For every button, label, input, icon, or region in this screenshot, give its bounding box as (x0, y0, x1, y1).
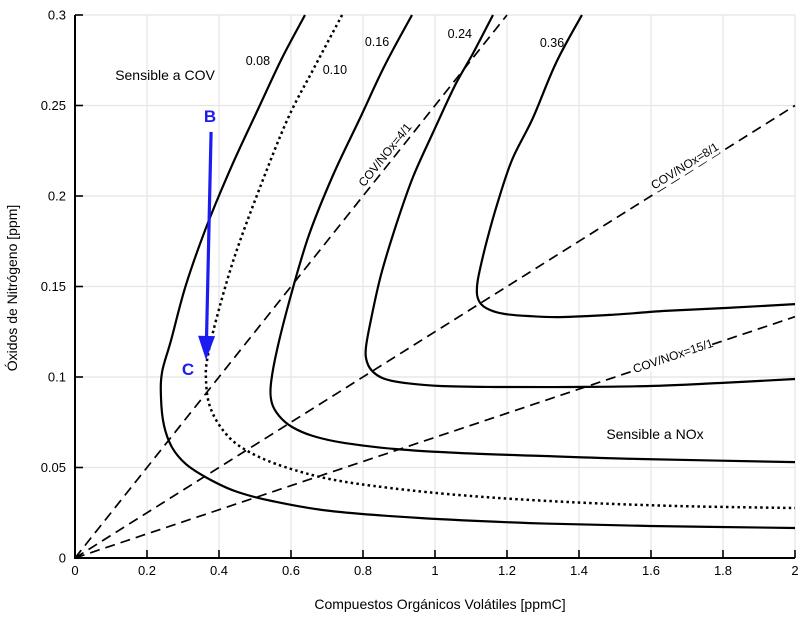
isopleth-label-0.08: 0.08 (246, 54, 270, 68)
ratio-line-label: COV/NOx=8/1 (648, 139, 721, 192)
ratio-line-label-group: COV/NOx=4/1 (356, 120, 415, 189)
x-tick-label: 1.6 (642, 563, 660, 578)
isopleth-curves (159, 14, 796, 530)
x-tick-label: 0.6 (282, 563, 300, 578)
y-tick-label: 0.3 (48, 8, 66, 23)
y-axis-label: Óxidos de Nitrógeno [ppm] (4, 205, 20, 372)
x-tick-label: 1.4 (570, 563, 588, 578)
ratio-line-41 (74, 14, 508, 559)
isopleth-label-0.24: 0.24 (448, 27, 472, 41)
y-tick-label: 0.1 (48, 370, 66, 385)
x-tick-label: 1.8 (714, 563, 732, 578)
point-c-label: C (182, 360, 194, 379)
x-tick-label: 0.4 (210, 563, 228, 578)
x-tick-label: 0.2 (138, 563, 156, 578)
label-background (632, 336, 714, 376)
x-axis-label: Compuestos Orgánicos Volátiles [ppmC] (314, 596, 565, 612)
gridlines (75, 14, 796, 558)
point-b-label: B (204, 107, 216, 126)
label-background (649, 140, 720, 192)
x-tick-label: 0.8 (354, 563, 372, 578)
x-tick-label: 2 (791, 563, 798, 578)
x-tick-label: 1 (431, 563, 438, 578)
y-tick-label: 0.15 (41, 279, 66, 294)
label-background (356, 121, 414, 189)
ratio-line-label: COV/NOx=4/1 (356, 120, 415, 189)
y-tick-label: 0.25 (41, 98, 66, 113)
isopleth-label-0.16: 0.16 (365, 35, 389, 49)
y-tick-label: 0 (59, 551, 66, 566)
isopleth-curve-0.10 (204, 14, 796, 510)
isopleth-curve-0.16 (269, 14, 796, 464)
isopleth-label-0.10: 0.10 (323, 63, 347, 77)
arrow-shaft (204, 131, 213, 346)
ratio-line-label-group: COV/NOx=8/1 (648, 139, 721, 192)
y-tick-label: 0.05 (41, 460, 66, 475)
arrow-head (198, 335, 216, 360)
isopleth-curve-0.24 (364, 14, 796, 389)
isopleth-label-0.36: 0.36 (540, 36, 564, 50)
isopleth-curve-0.08 (159, 14, 796, 530)
region-label: Sensible a COV (115, 67, 215, 83)
axes: 0 0.2 0.4 0.6 0.8 1 1.2 1.4 1.6 1.8 2 0 0.05 0.1 0.15 0… (41, 8, 799, 579)
x-tick-label: 1.2 (498, 563, 516, 578)
y-tick-label: 0.2 (48, 189, 66, 204)
x-tick-label: 0 (71, 563, 78, 578)
b-to-c-arrow (198, 131, 216, 360)
isopleth-curve-0.36 (475, 14, 796, 319)
ratio-line-label: COV/NOx=15/1 (631, 336, 715, 376)
region-label: Sensible a NOx (606, 426, 703, 442)
ratio-line-label-group: COV/NOx=15/1 (631, 336, 715, 376)
